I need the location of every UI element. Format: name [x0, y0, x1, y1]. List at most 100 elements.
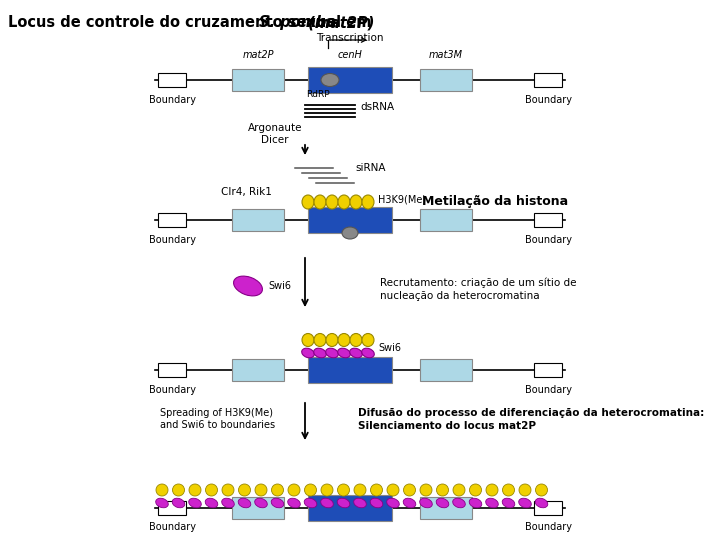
Text: Swi6: Swi6	[378, 343, 401, 353]
Text: S. pombe: S. pombe	[259, 15, 336, 30]
Text: Clr4, Rik1: Clr4, Rik1	[221, 187, 272, 197]
Text: Swi6: Swi6	[268, 281, 291, 291]
Ellipse shape	[325, 348, 338, 358]
Ellipse shape	[173, 484, 184, 496]
Ellipse shape	[320, 498, 333, 508]
Text: Boundary: Boundary	[148, 522, 196, 532]
Ellipse shape	[370, 498, 383, 508]
Ellipse shape	[420, 484, 432, 496]
Text: Boundary: Boundary	[524, 235, 572, 245]
Text: Transcription: Transcription	[316, 33, 384, 43]
Ellipse shape	[288, 484, 300, 496]
Ellipse shape	[321, 484, 333, 496]
Ellipse shape	[314, 334, 326, 347]
Bar	[232, 209, 284, 231]
Text: Locus de controle do cruzamento sexual em: Locus de controle do cruzamento sexual e…	[8, 15, 377, 30]
Text: mat2P: mat2P	[242, 50, 274, 60]
Bar	[158, 213, 186, 227]
Text: Argonaute: Argonaute	[248, 123, 302, 133]
Ellipse shape	[503, 498, 515, 508]
Bar	[232, 69, 284, 91]
Ellipse shape	[205, 498, 217, 508]
Ellipse shape	[436, 498, 449, 508]
Ellipse shape	[205, 484, 217, 496]
Ellipse shape	[156, 498, 168, 508]
Ellipse shape	[189, 498, 202, 508]
Ellipse shape	[302, 195, 314, 209]
Ellipse shape	[342, 227, 358, 239]
Ellipse shape	[354, 498, 366, 508]
Bar	[420, 359, 472, 381]
Text: (mat2P): (mat2P)	[303, 15, 374, 30]
Text: nucleação da heterocromatina: nucleação da heterocromatina	[380, 291, 539, 301]
Ellipse shape	[338, 348, 351, 358]
Ellipse shape	[326, 195, 338, 209]
Ellipse shape	[362, 334, 374, 347]
Text: Difusão do processo de diferenciação da heterocromatina:: Difusão do processo de diferenciação da …	[358, 408, 704, 418]
Text: Spreading of H3K9(Me)
and Swi6 to boundaries: Spreading of H3K9(Me) and Swi6 to bounda…	[160, 408, 275, 430]
Ellipse shape	[156, 484, 168, 496]
Ellipse shape	[288, 498, 300, 508]
Text: H3K9(Me): H3K9(Me)	[378, 195, 426, 205]
Bar	[534, 213, 562, 227]
Bar	[420, 69, 472, 91]
Ellipse shape	[518, 498, 531, 508]
Ellipse shape	[486, 498, 498, 508]
Ellipse shape	[238, 498, 251, 508]
Ellipse shape	[222, 498, 234, 508]
Ellipse shape	[486, 484, 498, 496]
Text: siRNA: siRNA	[355, 163, 385, 173]
Ellipse shape	[338, 334, 350, 347]
Ellipse shape	[403, 484, 415, 496]
Ellipse shape	[321, 73, 339, 86]
Ellipse shape	[503, 484, 515, 496]
Ellipse shape	[354, 484, 366, 496]
Ellipse shape	[469, 498, 482, 508]
Ellipse shape	[420, 498, 432, 508]
Ellipse shape	[222, 484, 234, 496]
Text: dsRNA: dsRNA	[360, 102, 394, 112]
Bar	[232, 497, 284, 519]
Ellipse shape	[453, 498, 465, 508]
Bar	[308, 207, 392, 233]
Ellipse shape	[436, 484, 449, 496]
Ellipse shape	[362, 195, 374, 209]
Bar	[158, 501, 186, 515]
Ellipse shape	[302, 348, 315, 358]
Ellipse shape	[387, 484, 399, 496]
Ellipse shape	[238, 484, 251, 496]
Bar	[158, 363, 186, 377]
Ellipse shape	[172, 498, 185, 508]
Text: cenH: cenH	[338, 50, 362, 60]
Bar	[534, 73, 562, 87]
Ellipse shape	[305, 498, 317, 508]
Ellipse shape	[535, 498, 548, 508]
Ellipse shape	[314, 348, 326, 358]
Ellipse shape	[255, 484, 267, 496]
Ellipse shape	[536, 484, 547, 496]
Ellipse shape	[350, 348, 362, 358]
Ellipse shape	[338, 195, 350, 209]
Ellipse shape	[271, 498, 284, 508]
Ellipse shape	[350, 334, 362, 347]
Bar	[308, 67, 392, 93]
Bar	[420, 209, 472, 231]
Text: Boundary: Boundary	[148, 235, 196, 245]
Ellipse shape	[189, 484, 201, 496]
Ellipse shape	[233, 276, 262, 296]
Bar	[308, 357, 392, 383]
Bar	[420, 497, 472, 519]
Bar	[534, 501, 562, 515]
Ellipse shape	[387, 498, 400, 508]
Text: mat3M: mat3M	[429, 50, 463, 60]
Text: Boundary: Boundary	[524, 95, 572, 105]
Text: Metilação da histona: Metilação da histona	[422, 195, 568, 208]
Text: Recrutamento: criação de um sítio de: Recrutamento: criação de um sítio de	[380, 278, 577, 288]
Text: Boundary: Boundary	[524, 385, 572, 395]
Ellipse shape	[337, 498, 350, 508]
Ellipse shape	[302, 334, 314, 347]
Text: Silenciamento do locus mat2P: Silenciamento do locus mat2P	[358, 421, 536, 431]
Ellipse shape	[350, 195, 362, 209]
Bar	[308, 495, 392, 521]
Text: Boundary: Boundary	[524, 522, 572, 532]
